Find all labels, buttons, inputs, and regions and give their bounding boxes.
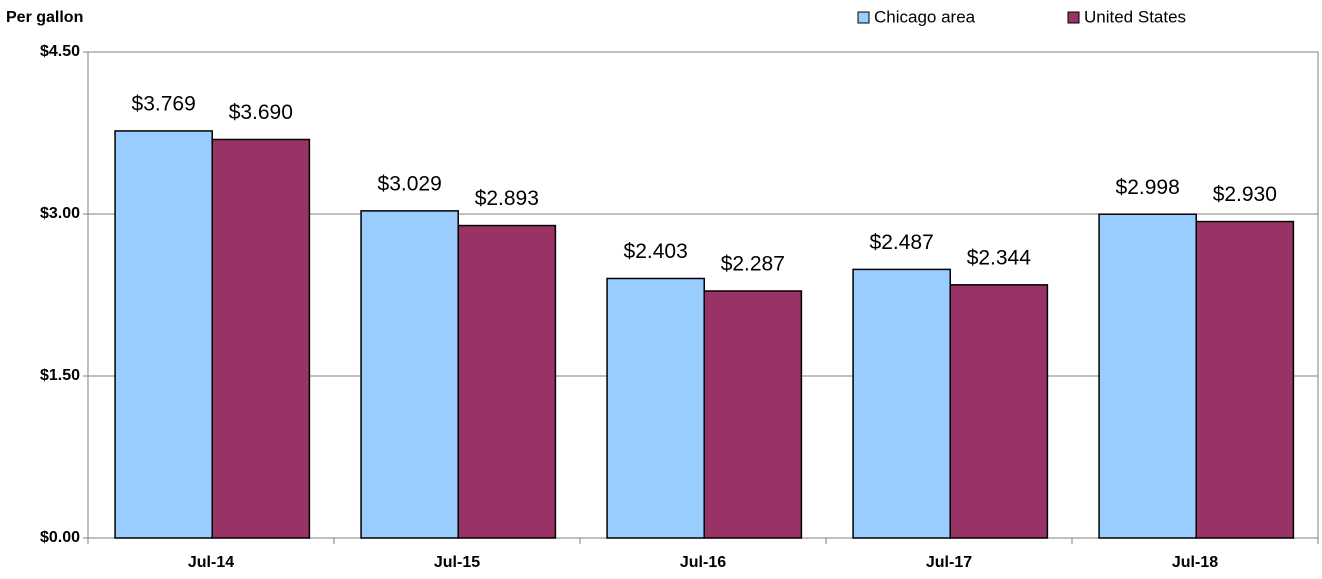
y-tick-label: $4.50 xyxy=(40,43,80,60)
x-tick-label: Jul-16 xyxy=(680,554,726,571)
bar xyxy=(457,224,557,539)
value-label: $2.998 xyxy=(1116,176,1180,199)
value-label: $2.930 xyxy=(1213,183,1277,206)
y-tick-label: $1.50 xyxy=(40,367,80,384)
bar xyxy=(1098,213,1197,539)
bar xyxy=(114,130,213,539)
bar xyxy=(211,138,311,539)
bar xyxy=(703,290,803,539)
y-axis-label: Per gallon xyxy=(6,9,83,26)
bar xyxy=(360,210,459,539)
legend-label: United States xyxy=(1084,7,1186,26)
x-tick-label: Jul-18 xyxy=(1172,554,1218,571)
y-tick-label: $3.00 xyxy=(40,205,80,222)
value-label: $2.487 xyxy=(870,231,934,254)
bar xyxy=(606,277,705,539)
legend-swatch xyxy=(1067,11,1080,24)
legend-label: Chicago area xyxy=(874,7,976,26)
value-label: $2.403 xyxy=(624,240,688,263)
value-label: $2.344 xyxy=(967,246,1032,269)
y-tick-label: $0.00 xyxy=(40,529,80,546)
value-label: $3.769 xyxy=(132,92,196,115)
bar xyxy=(1195,220,1295,539)
value-label: $2.893 xyxy=(475,187,539,210)
value-label: $2.287 xyxy=(721,253,785,276)
legend-swatch xyxy=(857,11,870,24)
bar xyxy=(852,268,951,539)
value-label: $3.029 xyxy=(378,172,442,195)
bar xyxy=(949,284,1049,539)
x-tick-label: Jul-15 xyxy=(434,554,480,571)
x-tick-label: Jul-17 xyxy=(926,554,972,571)
x-tick-label: Jul-14 xyxy=(188,554,234,571)
value-label: $3.690 xyxy=(229,101,293,124)
